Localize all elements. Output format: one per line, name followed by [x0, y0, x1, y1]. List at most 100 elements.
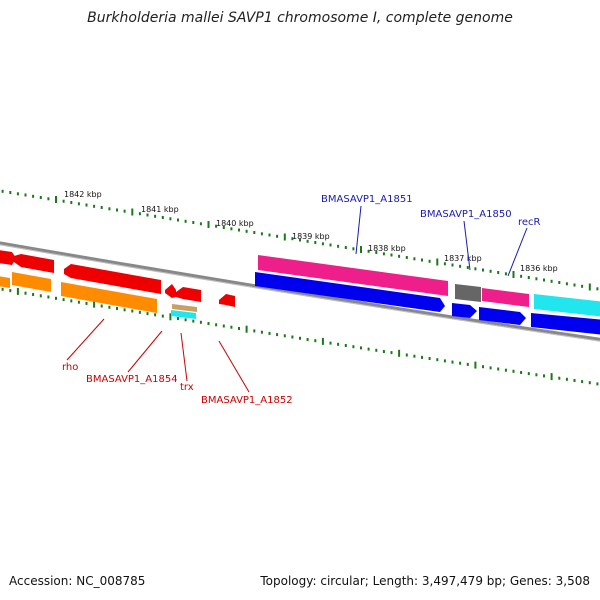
- major-tick: [474, 361, 477, 369]
- minor-tick: [352, 345, 355, 349]
- gene-arrow: [64, 264, 161, 294]
- leader-line-a1851: [355, 205, 362, 255]
- minor-tick: [382, 350, 385, 353]
- minor-tick: [443, 359, 446, 363]
- minor-tick: [375, 348, 378, 352]
- gene-arrow: [61, 282, 157, 313]
- leader-line-a1850: [463, 220, 471, 271]
- minor-tick: [512, 369, 515, 373]
- reverse-genes-orange: [0, 272, 197, 319]
- minor-tick: [558, 281, 561, 284]
- minor-tick: [360, 346, 362, 350]
- leader-line-trx: [180, 332, 188, 382]
- minor-tick: [100, 304, 103, 308]
- gene-arrow: [219, 294, 235, 307]
- minor-tick: [466, 362, 469, 366]
- minor-tick: [85, 301, 88, 305]
- minor-tick: [146, 213, 149, 217]
- major-tick: [169, 313, 172, 321]
- kbp-label-1840: 1840 kbp: [216, 219, 254, 228]
- minor-tick: [24, 291, 27, 295]
- minor-tick: [482, 365, 484, 369]
- gene-arrow: [479, 307, 526, 325]
- major-tick: [588, 283, 591, 291]
- chromosome-backbone: [0, 241, 600, 341]
- minor-tick: [184, 318, 187, 322]
- minor-tick: [131, 309, 134, 313]
- minor-tick: [268, 233, 271, 237]
- minor-tick: [268, 331, 271, 335]
- major-tick: [398, 349, 401, 357]
- minor-tick: [329, 341, 332, 345]
- gene-label-a1850: BMASAVP1_A1850: [420, 209, 512, 220]
- minor-tick: [329, 243, 332, 247]
- minor-tick: [230, 227, 233, 231]
- minor-tick: [306, 239, 309, 243]
- major-tick: [16, 287, 19, 295]
- minor-tick: [62, 298, 65, 302]
- minor-tick: [405, 256, 408, 259]
- minor-tick: [253, 231, 256, 234]
- minor-tick: [24, 193, 27, 197]
- minor-tick: [321, 242, 324, 246]
- minor-tick: [154, 214, 157, 218]
- minor-tick: [466, 266, 469, 269]
- kbp-label-1838: 1838 kbp: [368, 244, 406, 253]
- minor-tick: [177, 218, 179, 222]
- minor-tick: [238, 228, 240, 232]
- minor-tick: [207, 322, 210, 325]
- minor-tick: [39, 196, 42, 199]
- minor-tick: [39, 294, 42, 298]
- gene-label-trx: trx: [180, 382, 194, 393]
- minor-tick: [428, 259, 431, 263]
- minor-tick: [291, 335, 294, 339]
- minor-tick: [199, 222, 202, 226]
- minor-tick: [352, 247, 355, 251]
- reverse-genes-blue: [255, 272, 600, 335]
- minor-tick: [375, 251, 378, 254]
- minor-tick: [16, 192, 19, 196]
- minor-tick: [169, 217, 172, 221]
- minor-tick: [154, 313, 157, 317]
- minor-tick: [535, 373, 538, 377]
- minor-tick: [588, 381, 591, 385]
- minor-tick: [314, 339, 317, 343]
- minor-tick: [230, 325, 233, 329]
- minor-tick: [398, 254, 401, 258]
- minor-tick: [344, 246, 347, 249]
- minor-tick: [390, 253, 393, 257]
- minor-tick: [276, 333, 279, 337]
- minor-tick: [558, 376, 561, 380]
- kbp-label-1837: 1837 kbp: [444, 254, 482, 263]
- minor-tick: [337, 342, 340, 346]
- minor-tick: [527, 276, 530, 279]
- minor-tick: [276, 234, 279, 238]
- minor-tick: [367, 347, 370, 351]
- kbp-label-1836: 1836 kbp: [520, 264, 558, 273]
- minor-tick: [581, 284, 584, 288]
- minor-tick: [413, 257, 416, 261]
- major-tick: [55, 196, 57, 203]
- major-tick: [360, 246, 362, 253]
- minor-tick: [47, 295, 50, 299]
- minor-tick: [161, 314, 164, 318]
- gene-arrow: [172, 304, 197, 312]
- minor-tick: [314, 241, 317, 244]
- minor-tick: [581, 380, 584, 384]
- minor-tick: [543, 278, 545, 282]
- minor-tick: [482, 268, 484, 272]
- minor-tick: [451, 360, 454, 364]
- major-tick: [283, 233, 286, 241]
- minor-tick: [413, 354, 416, 358]
- gene-label-a1854: BMASAVP1_A1854: [86, 374, 178, 385]
- major-tick: [131, 208, 134, 216]
- minor-tick: [520, 371, 523, 374]
- minor-tick: [474, 267, 477, 271]
- minor-tick: [344, 344, 347, 347]
- minor-tick: [405, 353, 408, 357]
- minor-tick: [108, 207, 111, 211]
- minor-tick: [520, 274, 523, 278]
- minor-tick: [177, 317, 179, 321]
- leader-line-a1852: [218, 340, 250, 393]
